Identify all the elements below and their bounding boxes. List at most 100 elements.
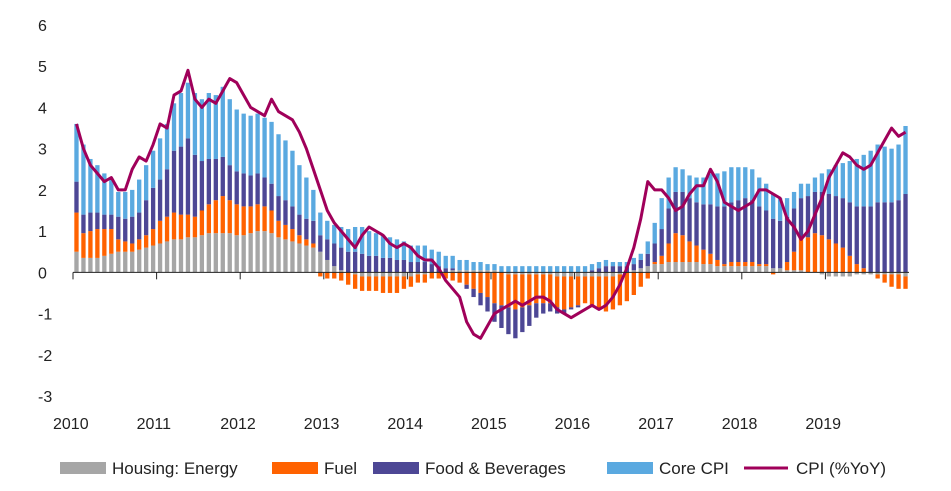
bar-housing-energy (770, 268, 776, 273)
bar-core-cpi (596, 262, 602, 269)
bar-housing-energy (575, 272, 581, 277)
bars-layer (74, 82, 908, 339)
bar-food-beverages (499, 305, 504, 328)
legend-swatch-housing-energy (60, 462, 106, 474)
bar-core-cpi (74, 123, 79, 182)
bar-housing-energy (464, 270, 469, 273)
bar-fuel (805, 237, 811, 273)
bar-food-beverages (694, 202, 699, 246)
bar-fuel (791, 251, 797, 271)
bar-food-beverages (227, 165, 232, 201)
bar-core-cpi (88, 158, 93, 213)
bar-housing-energy (596, 272, 602, 277)
bar-food-beverages (638, 259, 643, 269)
bar-food-beverages (875, 202, 880, 273)
bar-core-cpi (652, 222, 657, 244)
bar-housing-energy (666, 262, 671, 273)
bar-core-cpi (269, 121, 274, 184)
bar-food-beverages (325, 239, 330, 260)
bar-food-beverages (680, 191, 685, 236)
bar-core-cpi (485, 264, 490, 271)
bar-fuel (603, 276, 609, 312)
bar-food-beverages (743, 198, 748, 263)
bar-core-cpi (332, 224, 337, 244)
legend: Housing: Energy Fuel Food & Beverages Core … (60, 459, 886, 478)
bar-food-beverages (770, 218, 776, 269)
bar-core-cpi (527, 266, 532, 273)
y-tick-label: 1 (38, 224, 47, 241)
bar-core-cpi (116, 191, 121, 217)
legend-label-fuel: Fuel (324, 459, 357, 478)
bar-fuel (854, 264, 859, 273)
bar-housing-energy (408, 272, 414, 277)
bar-fuel (499, 272, 504, 306)
bar-fuel (276, 220, 281, 238)
bar-fuel (889, 274, 894, 287)
bar-fuel (645, 272, 650, 279)
bar-housing-energy (764, 266, 769, 273)
bar-fuel (652, 262, 657, 265)
bar-core-cpi (506, 266, 511, 273)
bar-fuel (234, 204, 239, 236)
bar-housing-energy (520, 272, 525, 275)
bar-food-beverages (248, 175, 253, 207)
bar-food-beverages (548, 303, 553, 312)
bar-food-beverages (199, 161, 205, 211)
bar-housing-energy (137, 249, 142, 273)
bar-fuel (130, 243, 135, 252)
bar-fuel (248, 206, 253, 234)
bar-core-cpi (297, 165, 302, 215)
bar-housing-energy (701, 264, 706, 273)
bar-food-beverages (394, 259, 400, 273)
bar-fuel (903, 276, 908, 289)
bar-housing-energy (178, 239, 184, 273)
bar-housing-energy (791, 270, 797, 273)
bar-housing-energy (116, 251, 121, 273)
bar-food-beverages (854, 206, 859, 265)
y-tick-label: 6 (38, 18, 47, 35)
bar-core-cpi (840, 163, 845, 199)
bar-food-beverages (171, 150, 177, 213)
bar-housing-energy (882, 272, 887, 275)
bar-housing-energy (269, 233, 274, 273)
bar-fuel (798, 239, 804, 271)
bar-core-cpi (791, 191, 797, 209)
y-tick-label: 5 (38, 59, 47, 76)
bar-food-beverages (220, 156, 225, 197)
bar-housing-energy (757, 266, 762, 273)
bar-food-beverages (262, 177, 267, 207)
bar-core-cpi (130, 189, 135, 217)
bar-fuel (102, 229, 107, 256)
bar-food-beverages (304, 218, 309, 240)
bar-core-cpi (102, 173, 107, 215)
bar-housing-energy (150, 245, 156, 273)
bar-housing-energy (241, 235, 246, 273)
bar-fuel (708, 253, 713, 265)
bar-housing-energy (868, 272, 873, 275)
bar-housing-energy (534, 272, 539, 275)
bar-core-cpi (534, 266, 539, 273)
bar-fuel (520, 274, 525, 308)
bar-housing-energy (206, 233, 212, 273)
bar-fuel (352, 274, 358, 289)
bar-housing-energy (777, 268, 783, 273)
bar-core-cpi (868, 150, 873, 207)
bar-core-cpi (304, 177, 309, 219)
y-tick-label: 3 (38, 142, 47, 159)
bar-food-beverages (527, 305, 532, 326)
bar-fuel (297, 235, 302, 244)
bar-core-cpi (137, 179, 142, 213)
bar-food-beverages (443, 268, 448, 273)
bar-fuel (380, 276, 386, 293)
bar-housing-energy (325, 259, 330, 273)
bar-fuel (213, 200, 218, 234)
bar-fuel (471, 272, 476, 289)
bar-core-cpi (185, 82, 191, 139)
bar-housing-energy (332, 266, 337, 273)
bar-food-beverages (589, 270, 595, 273)
bar-fuel (770, 272, 776, 275)
bar-core-cpi (715, 173, 720, 207)
y-tick-label: 0 (38, 265, 47, 282)
y-tick-label: -2 (38, 348, 52, 365)
bar-housing-energy (840, 272, 845, 277)
